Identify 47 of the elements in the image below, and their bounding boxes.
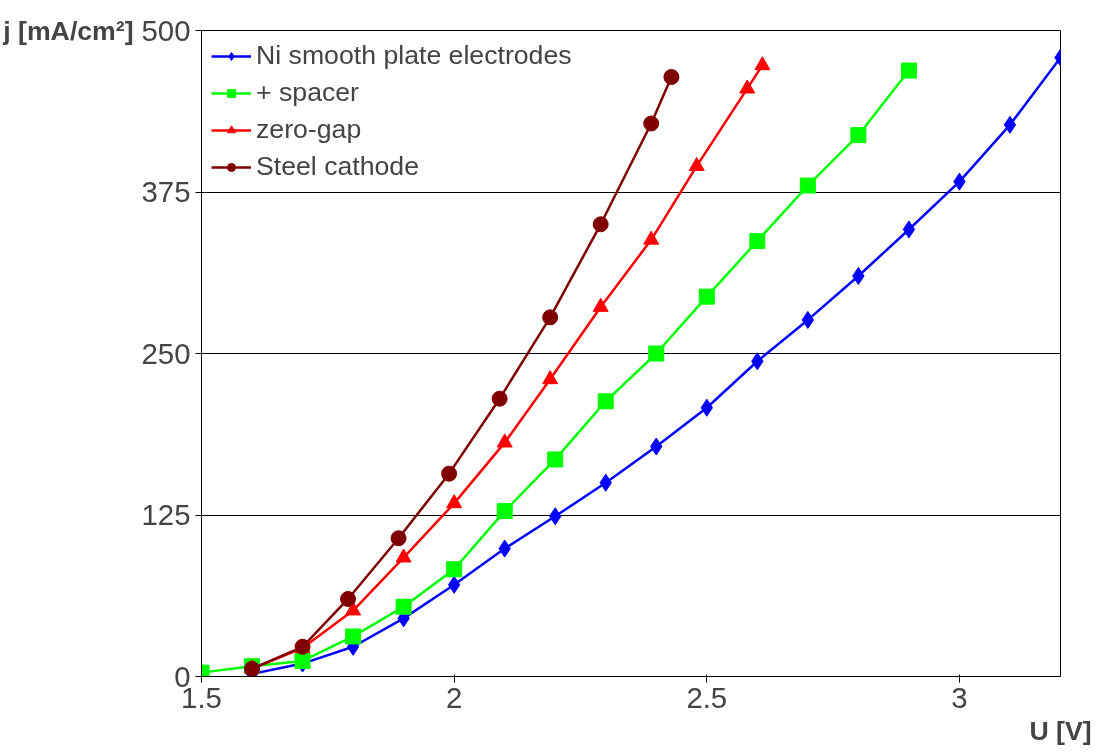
x-tick-label: 3 [951, 680, 968, 714]
point [542, 370, 559, 385]
legend-label: Steel cathode [256, 151, 420, 182]
point [739, 79, 756, 94]
point [754, 56, 771, 71]
x-tick-label: 2 [445, 680, 463, 714]
point [345, 601, 362, 616]
x-tick-label: 2.5 [686, 680, 728, 714]
point [902, 220, 916, 239]
point [446, 494, 463, 509]
point [395, 548, 412, 563]
point [446, 561, 463, 578]
point [390, 530, 407, 547]
point [294, 653, 311, 669]
y-tick-label: 500 [141, 13, 191, 47]
point [542, 309, 559, 326]
point [688, 157, 705, 171]
point [491, 390, 508, 407]
point [648, 345, 665, 362]
point [799, 177, 816, 194]
point [496, 503, 513, 520]
point [749, 233, 766, 250]
legend-label: Ni smooth plate electrodes [256, 40, 572, 71]
point [597, 393, 614, 410]
point [447, 575, 461, 594]
point [663, 69, 680, 85]
point [900, 62, 917, 79]
y-tick-label: 375 [141, 175, 191, 208]
point [547, 451, 564, 468]
x-axis-title: U [V] [1029, 715, 1092, 746]
point [340, 590, 357, 607]
y-tick-label: 250 [141, 336, 191, 370]
point [395, 598, 412, 615]
point [698, 288, 715, 305]
legend-label: zero-gap [256, 114, 362, 145]
point [345, 628, 362, 645]
point [643, 230, 660, 245]
point [1003, 115, 1017, 134]
legend-label: + spacer [256, 77, 359, 108]
y-tick-label: 125 [141, 498, 191, 531]
point [592, 216, 609, 233]
point [643, 115, 660, 132]
point [850, 127, 867, 144]
point [441, 465, 458, 482]
y-axis-title: j [mA/cm²] [2, 15, 134, 46]
point [496, 433, 513, 448]
point [801, 310, 815, 329]
